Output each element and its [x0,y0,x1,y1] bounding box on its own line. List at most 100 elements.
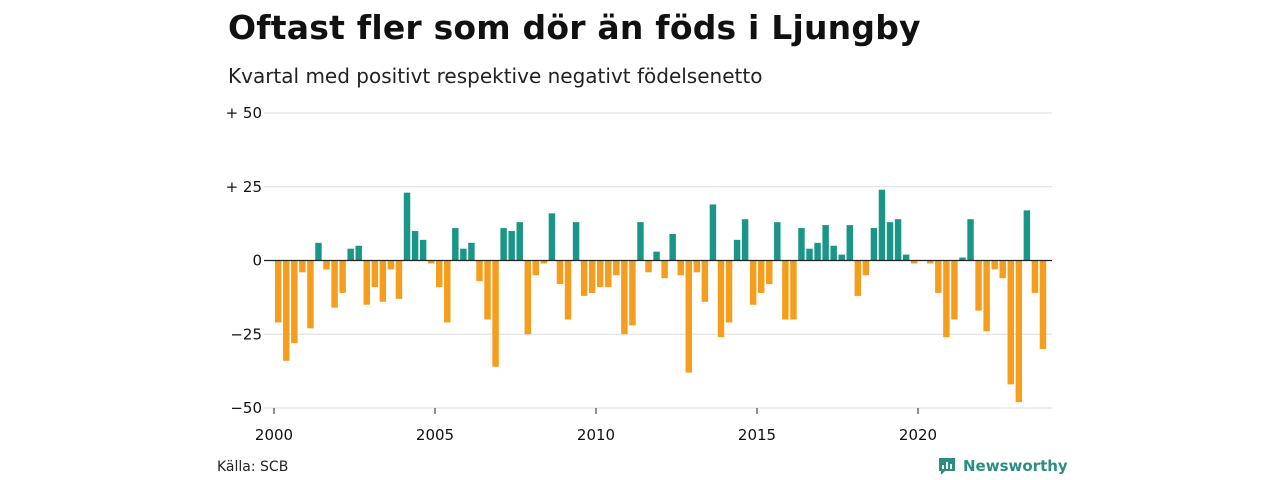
bar [774,222,781,261]
bar [444,260,451,323]
bar [355,245,362,261]
chart-title: Oftast fler som dör än föds i Ljungby [228,8,921,47]
y-tick-label: 0 [252,252,262,270]
bar [331,260,338,308]
bar [806,248,813,261]
bar [299,260,306,273]
bar [597,260,604,288]
bar [653,251,660,261]
bar [411,231,419,261]
bar [910,260,918,264]
x-tick-label: 2000 [255,426,293,444]
bar [532,260,540,276]
bar [709,204,717,261]
x-tick-label: 2010 [577,426,615,444]
bar [1031,260,1039,293]
bar [508,231,515,261]
bar [967,219,974,261]
bar [516,222,523,261]
bar [838,254,845,261]
bar [468,242,475,261]
bar [677,260,684,276]
bar [999,260,1006,279]
bar [339,260,346,293]
bar [613,260,620,276]
bar [814,242,821,261]
bar [661,260,668,279]
bar [347,248,354,261]
brand-logo: Newsworthy [937,456,1068,476]
bar [629,260,636,326]
bar [725,260,733,323]
bar [452,228,459,261]
bar [291,260,298,344]
brand-name: Newsworthy [963,457,1068,475]
bar [323,260,330,270]
bar [975,260,982,311]
bar [645,260,652,273]
bar [693,260,701,273]
bar [733,239,741,261]
bar [556,260,564,285]
bar [790,260,797,320]
bar [275,260,282,323]
x-tick-label: 2020 [899,426,937,444]
y-tick-label: −25 [230,325,262,343]
bar [315,242,322,261]
bar [741,219,749,261]
bar [822,225,829,261]
bar [371,260,379,288]
bar [1023,210,1031,261]
bar [943,260,950,338]
bar [862,260,870,276]
bar [564,260,572,320]
bar [1015,260,1023,403]
bar [830,245,837,261]
bar [572,222,580,261]
bar [427,260,435,264]
bar [798,228,805,261]
bar [500,228,507,261]
bar [902,254,910,261]
bar [524,260,531,335]
bar [758,260,765,293]
x-axis-ticks: 2000 2005 2010 2015 2020 [255,408,937,444]
bar [870,228,878,261]
bar [476,260,483,282]
bars [275,189,1047,403]
newsworthy-icon [939,458,955,475]
bar [749,260,757,305]
bar [1007,260,1014,385]
bar [983,260,990,332]
bar [959,257,966,261]
bar [701,260,709,302]
bar [951,260,958,320]
bar [387,260,395,270]
bar [1039,260,1047,349]
bar [886,222,894,261]
bar [621,260,628,335]
bar [307,260,314,329]
bar [927,260,934,264]
bar [580,260,588,296]
y-axis-ticks: + 50 + 25 0 −25 −50 [226,104,262,417]
bar [395,260,403,299]
chart-subtitle: Kvartal med positivt respektive negativt… [228,64,763,88]
bar [403,192,411,261]
source-note: Källa: SCB [217,459,289,475]
bar [436,260,443,288]
bar [540,260,548,264]
y-tick-label: + 25 [226,178,262,196]
bar [766,260,773,285]
bar [605,260,612,288]
bar [878,189,886,261]
bar [588,260,596,293]
x-tick-label: 2005 [416,426,454,444]
bar [379,260,387,302]
bar [548,213,556,261]
y-tick-label: + 50 [226,104,262,122]
bar [685,260,692,373]
bar [419,239,427,261]
bar-chart: + 50 + 25 0 −25 −50 2000 2005 2010 2015 2020 [226,104,1052,444]
y-tick-label: −50 [230,399,262,417]
